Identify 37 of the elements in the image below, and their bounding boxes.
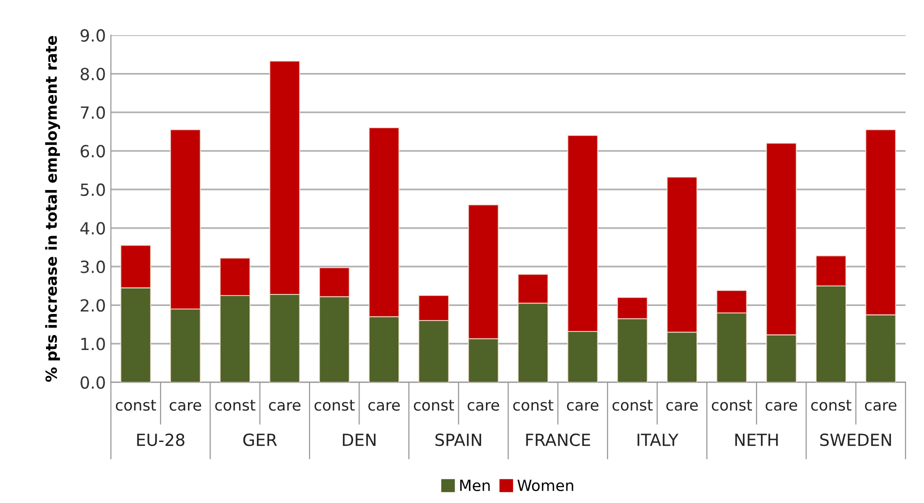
y-tick-label: 3.0	[80, 260, 105, 274]
text: EU-28	[137, 434, 184, 446]
x-tick-label: care	[269, 402, 300, 411]
text: FRANCE	[526, 434, 590, 446]
text: SPAIN	[435, 434, 482, 446]
x-tick-label: care	[766, 402, 798, 411]
y-tick-label: 4.0	[80, 222, 105, 235]
x-tick-label: const	[215, 400, 256, 411]
x-tick-label: const	[414, 400, 454, 411]
text: DEN	[342, 434, 376, 446]
x-tick-label: const	[314, 400, 355, 411]
y-tick-label: 0.0	[80, 376, 105, 389]
x-tick-label: const	[612, 400, 653, 411]
x-tick-label: const	[712, 400, 752, 411]
y-tick-label: 2.0	[80, 299, 105, 312]
x-tick-label: care	[566, 402, 598, 411]
y-tick-label: 8.0	[80, 68, 105, 80]
y-tick-label: 5.0	[80, 183, 105, 196]
x-tick-label: care	[864, 402, 896, 411]
text: NETH	[735, 434, 778, 446]
y-tick-label: 7.0	[80, 106, 105, 119]
text: GER	[243, 434, 277, 446]
y-tick-label: 9.0	[80, 29, 105, 42]
legend-label: Women	[517, 480, 574, 492]
text: ITALY	[638, 434, 678, 446]
x-tick-label: care	[666, 402, 698, 411]
y-axis-title: % pts increase in total employment rate	[45, 36, 60, 382]
x-tick-label: const	[811, 400, 852, 411]
x-tick-label: const	[513, 400, 554, 411]
x-tick-label: care	[468, 402, 500, 411]
x-tick-label: const	[116, 400, 156, 411]
text: SWEDEN	[820, 434, 891, 446]
x-tick-label: care	[170, 402, 202, 411]
y-tick-label: 1.0	[81, 338, 105, 350]
x-tick-label: care	[368, 402, 400, 411]
y-tick-label: 6.0	[80, 144, 105, 158]
legend-label: Men	[460, 480, 490, 492]
